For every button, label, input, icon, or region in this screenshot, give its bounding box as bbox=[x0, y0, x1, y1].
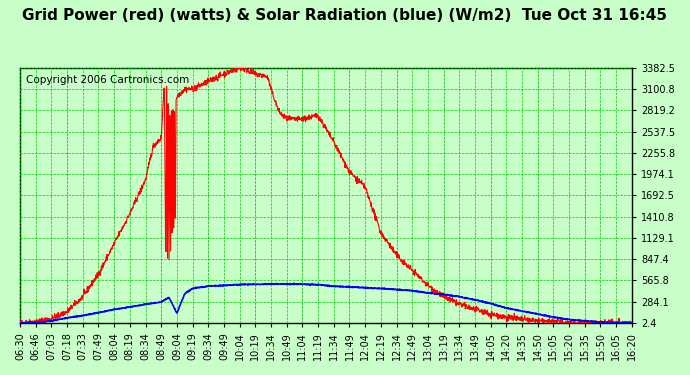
Text: Copyright 2006 Cartronics.com: Copyright 2006 Cartronics.com bbox=[26, 75, 189, 86]
Text: Grid Power (red) (watts) & Solar Radiation (blue) (W/m2)  Tue Oct 31 16:45: Grid Power (red) (watts) & Solar Radiati… bbox=[23, 8, 667, 22]
